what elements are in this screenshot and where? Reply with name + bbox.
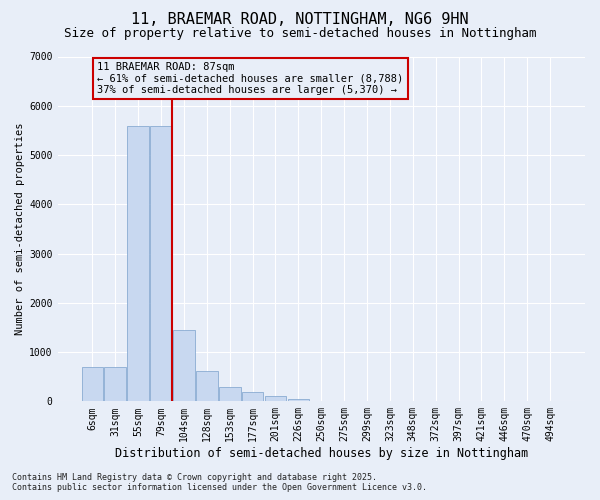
X-axis label: Distribution of semi-detached houses by size in Nottingham: Distribution of semi-detached houses by … [115, 447, 528, 460]
Text: 11, BRAEMAR ROAD, NOTTINGHAM, NG6 9HN: 11, BRAEMAR ROAD, NOTTINGHAM, NG6 9HN [131, 12, 469, 28]
Text: Contains HM Land Registry data © Crown copyright and database right 2025.
Contai: Contains HM Land Registry data © Crown c… [12, 473, 427, 492]
Bar [127, 126, 149, 402]
Bar [219, 386, 241, 402]
Text: 11 BRAEMAR ROAD: 87sqm
← 61% of semi-detached houses are smaller (8,788)
37% of : 11 BRAEMAR ROAD: 87sqm ← 61% of semi-det… [97, 62, 403, 95]
Bar [104, 367, 126, 402]
Bar [173, 330, 195, 402]
Bar [287, 399, 309, 402]
Bar [150, 126, 172, 402]
Bar [265, 396, 286, 402]
Bar [196, 371, 218, 402]
Bar [242, 392, 263, 402]
Y-axis label: Number of semi-detached properties: Number of semi-detached properties [15, 122, 25, 335]
Text: Size of property relative to semi-detached houses in Nottingham: Size of property relative to semi-detach… [64, 28, 536, 40]
Bar [82, 367, 103, 402]
